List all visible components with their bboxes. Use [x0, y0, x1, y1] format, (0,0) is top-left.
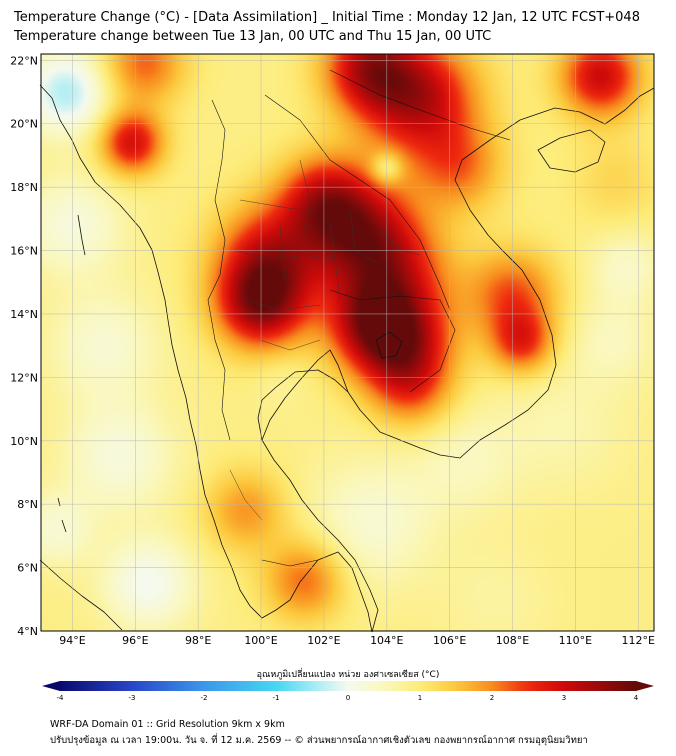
colorbar-tick-label: 4	[634, 694, 639, 702]
longitude-ticks: 94°E 96°E 98°E 100°E 102°E 104°E 106°E 108°E 110…	[59, 634, 655, 647]
colorbar-min-arrow	[42, 681, 60, 691]
colorbar: -4 -3 -2 -1 0 1 2 3 4	[42, 681, 654, 702]
andaman-islands	[57, 214, 86, 533]
x-tick-label: 112°E	[622, 634, 655, 647]
hainan-island-coast	[537, 129, 606, 173]
border-cambodia	[329, 289, 456, 393]
colorbar-tick-label: -3	[129, 694, 136, 702]
x-tick-label: 98°E	[185, 634, 211, 647]
y-tick-label: 8°N	[17, 498, 38, 511]
latitude-ticks: 4°N 6°N 8°N 10°N 12°N 14°N 16°N 18°N 20°N 22°N	[10, 54, 38, 638]
x-tick-label: 100°E	[244, 634, 277, 647]
y-tick-label: 12°N	[10, 371, 38, 384]
y-tick-label: 14°N	[10, 308, 38, 321]
sumatra-coast	[39, 559, 123, 631]
east-peninsula-coastline	[257, 87, 655, 633]
y-tick-label: 16°N	[10, 245, 38, 258]
border-vietnam-china	[329, 69, 511, 141]
provincial-borders	[229, 159, 421, 521]
colorbar-strip	[60, 681, 636, 691]
colorbar-tick-label: 0	[346, 694, 350, 702]
tonle-sap-lake	[375, 331, 403, 359]
x-tick-label: 102°E	[307, 634, 340, 647]
chart-subtitle: Temperature change between Tue 13 Jan, 0…	[14, 29, 492, 44]
colorbar-max-arrow	[636, 681, 654, 691]
y-tick-label: 10°N	[10, 435, 38, 448]
temperature-field-raster	[41, 54, 654, 631]
colorbar-tick-label: -1	[273, 694, 280, 702]
y-tick-label: 22°N	[10, 54, 38, 67]
y-tick-label: 6°N	[17, 562, 38, 575]
colorbar-tick-label: 2	[490, 694, 494, 702]
footer-update-info: ปรับปรุงข้อมูล ณ เวลา 19:00น. วัน จ. ที่…	[50, 735, 588, 746]
x-tick-label: 108°E	[496, 634, 529, 647]
x-tick-label: 106°E	[433, 634, 466, 647]
gulf-of-thailand-coast	[261, 349, 349, 441]
y-tick-label: 20°N	[10, 118, 38, 131]
colorbar-tick-label: 3	[562, 694, 566, 702]
colorbar-label: อุณหภูมิเปลี่ยนแปลง หน่วย องศาเซลเซียส (…	[257, 667, 440, 680]
colorbar-tick-label: 1	[418, 694, 422, 702]
border-laos	[264, 94, 451, 311]
y-tick-label: 18°N	[10, 181, 38, 194]
y-tick-label: 4°N	[17, 625, 38, 638]
map-frame	[40, 53, 655, 632]
footer-domain-info: WRF-DA Domain 01 :: Grid Resolution 9km …	[50, 719, 285, 730]
x-tick-label: 94°E	[59, 634, 85, 647]
x-tick-label: 110°E	[559, 634, 592, 647]
border-myanmar-thailand	[207, 99, 231, 441]
colorbar-tick-label: -2	[201, 694, 208, 702]
temperature-field	[41, 54, 654, 631]
colorbar-ticks: -4 -3 -2 -1 0 1 2 3 4	[57, 694, 639, 702]
chart-title: Temperature Change (°C) - [Data Assimila…	[14, 10, 640, 25]
border-thailand-malaysia	[261, 559, 319, 567]
x-tick-label: 96°E	[122, 634, 148, 647]
colorbar-tick-label: -4	[57, 694, 65, 702]
coastlines-and-borders	[39, 69, 655, 633]
x-tick-label: 104°E	[370, 634, 403, 647]
